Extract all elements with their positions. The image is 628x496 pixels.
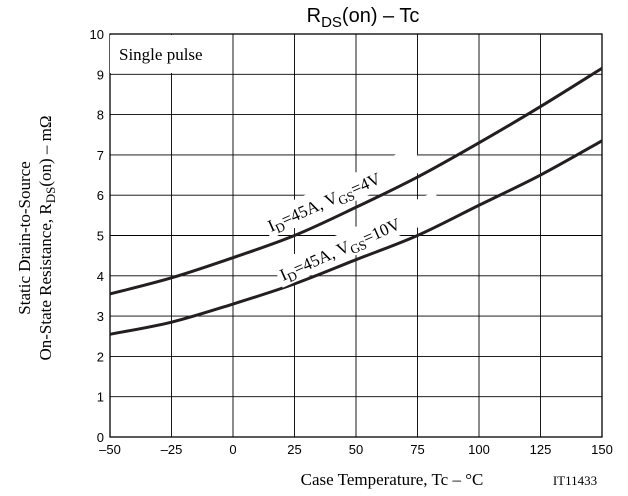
y-axis-label-line1: Static Drain-to-Source <box>15 161 34 314</box>
series-group <box>109 66 603 336</box>
y-tick-label: 2 <box>97 349 104 364</box>
y-tick-labels: 0 1 2 3 4 5 6 7 8 9 10 <box>90 27 104 445</box>
series-label-2: ID=45A, VGS=10V <box>272 191 446 288</box>
series-line-2 <box>109 139 603 336</box>
y-tick-label: 8 <box>97 108 104 123</box>
x-tick-label: 0 <box>229 442 236 457</box>
y-axis-label: Static Drain-to-Source On-State Resistan… <box>15 115 58 360</box>
x-tick-label: 150 <box>591 442 613 457</box>
y-axis-label-line2: On-State Resistance, RDS(on) – mΩ <box>36 115 58 360</box>
y-tick-label: 6 <box>97 188 104 203</box>
annotation-box <box>110 35 231 73</box>
x-tick-label: 75 <box>410 442 424 457</box>
y-tick-label: 5 <box>97 229 104 244</box>
x-tick-label: 125 <box>530 442 552 457</box>
x-tick-labels: –50 –25 0 25 50 75 100 125 150 <box>99 442 613 457</box>
y-tick-label: 3 <box>97 309 104 324</box>
y-tick-label: 7 <box>97 148 104 163</box>
x-tick-label: 50 <box>349 442 363 457</box>
grid <box>109 33 603 438</box>
y-tick-label: 10 <box>90 27 104 42</box>
y-tick-label: 0 <box>97 430 104 445</box>
x-tick-label: –25 <box>161 442 183 457</box>
x-axis-label: Case Temperature, Tc – °C <box>301 470 484 489</box>
x-tick-label: –50 <box>99 442 121 457</box>
plot-frame <box>109 33 603 438</box>
figure-id: IT11433 <box>553 473 597 488</box>
series-line-1 <box>109 66 603 296</box>
y-tick-label: 4 <box>97 269 104 284</box>
y-tick-label: 1 <box>97 390 104 405</box>
x-tick-label: 100 <box>468 442 490 457</box>
chart-title: RDS(on) – Tc <box>307 5 420 31</box>
annotation-text: Single pulse <box>119 45 203 64</box>
x-tick-label: 25 <box>287 442 301 457</box>
y-tick-label: 9 <box>97 67 104 82</box>
